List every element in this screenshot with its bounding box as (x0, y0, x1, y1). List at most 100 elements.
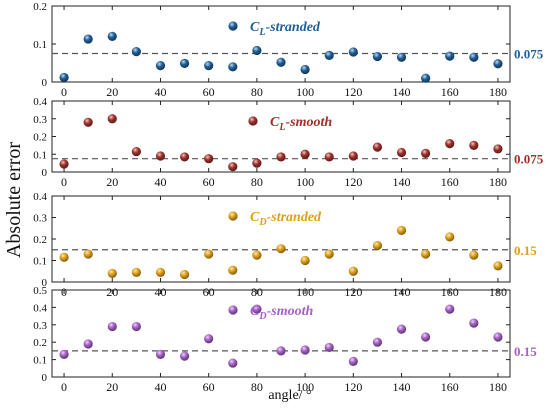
panels: 0 0.1 0.2 0 20 40 60 80 100 120 140 160 180 0.075 CL-s… (33, 1, 544, 394)
y-tick-label: 0.1 (33, 149, 47, 161)
data-point (396, 225, 407, 235)
data-point (421, 249, 431, 259)
data-point (445, 139, 455, 149)
x-tick-label: 40 (154, 380, 166, 394)
x-tick-label: 40 (154, 175, 166, 189)
data-point (83, 117, 93, 127)
y-tick-label: 0 (42, 167, 48, 179)
data-point (396, 324, 407, 334)
y-tick-label: 0.4 (33, 302, 47, 314)
x-tick-label: 20 (106, 85, 118, 99)
data-point (493, 332, 503, 342)
data-point (348, 151, 358, 161)
data-point (493, 144, 503, 154)
data-point (276, 57, 286, 67)
x-tick-label: 140 (393, 380, 411, 394)
y-tick-label: 0.4 (33, 191, 47, 203)
x-tick-label: 120 (344, 380, 362, 394)
x-axis-label: angle/ ° (268, 388, 311, 403)
data-point (131, 146, 141, 157)
reference-line-label: 0.075 (514, 152, 544, 167)
data-point (252, 45, 262, 56)
x-tick-label: 0 (61, 85, 67, 99)
x-tick-label: 80 (251, 380, 263, 394)
data-point (83, 34, 93, 44)
x-tick-label: 160 (441, 380, 459, 394)
data-point (228, 162, 238, 172)
panel-frame (51, 5, 511, 83)
x-tick-label: 20 (106, 380, 118, 394)
data-point (421, 73, 431, 83)
x-tick-label: 60 (203, 175, 215, 189)
data-point (204, 334, 214, 344)
x-tick-label: 40 (154, 85, 166, 99)
x-tick-label: 100 (296, 85, 314, 99)
y-tick-label: 0.3 (33, 213, 47, 225)
x-tick-label: 100 (296, 175, 314, 189)
data-point (107, 114, 117, 124)
data-point (372, 142, 383, 152)
data-point (228, 265, 238, 275)
y-tick-label: 0 (42, 277, 48, 289)
data-point (252, 250, 262, 260)
data-point (300, 255, 310, 266)
reference-line-label: 0.15 (514, 243, 537, 258)
x-tick-label: 160 (441, 175, 459, 189)
x-tick-label: 120 (344, 85, 362, 99)
data-point (421, 148, 431, 158)
x-tick-label: 180 (489, 175, 507, 189)
data-point (300, 345, 310, 355)
data-point (83, 339, 93, 349)
y-tick-label: 0.1 (33, 355, 47, 367)
x-tick-label: 180 (489, 85, 507, 99)
data-point (107, 268, 117, 278)
data-point (107, 31, 117, 41)
data-point (252, 158, 262, 168)
legend-label: CD-stranded (250, 210, 322, 228)
legend-marker (228, 211, 238, 221)
data-point (228, 62, 238, 72)
data-point (276, 244, 286, 254)
y-axis-label: Absolute error (3, 142, 25, 258)
data-point (107, 321, 117, 332)
data-point (372, 240, 383, 251)
data-point (179, 269, 190, 280)
y-tick-label: 0.2 (33, 1, 47, 13)
data-point (59, 349, 69, 359)
data-point (131, 321, 141, 332)
legend-marker (228, 21, 238, 31)
data-point (396, 147, 407, 158)
data-point (324, 342, 334, 353)
data-point (348, 356, 358, 366)
x-tick-label: 60 (203, 380, 215, 394)
data-point (493, 261, 503, 271)
data-point (131, 267, 141, 277)
data-point (204, 154, 214, 164)
y-tick-label: 0.1 (33, 256, 47, 268)
panel-2: 0 0.1 0.2 0.3 0.4 0 20 40 60 80 100 120 140 160 180 0.0… (33, 96, 544, 189)
x-tick-label: 80 (251, 85, 263, 99)
x-tick-label: 120 (344, 175, 362, 189)
data-point (396, 52, 407, 62)
data-point (348, 47, 358, 57)
y-tick-label: 0.2 (33, 132, 47, 144)
x-tick-label: 80 (251, 175, 263, 189)
data-point (83, 249, 93, 259)
data-point (276, 152, 286, 162)
data-point (300, 149, 310, 159)
x-tick-label: 180 (489, 380, 507, 394)
panel-3: 00.10.20.30.40204060801001201401601800.1… (33, 191, 537, 299)
legend-marker (228, 305, 238, 315)
panel-1: 0 0.1 0.2 0 20 40 60 80 100 120 140 160 180 0.075 CL-s… (33, 1, 544, 99)
data-point (179, 152, 190, 162)
data-point (324, 50, 334, 61)
data-point (445, 51, 455, 61)
x-tick-label: 140 (393, 175, 411, 189)
data-point (204, 61, 214, 71)
data-point (252, 304, 262, 314)
data-point (324, 152, 334, 162)
y-tick-label: 0 (42, 77, 48, 89)
reference-line-label: 0.15 (514, 344, 537, 359)
data-point (228, 358, 238, 368)
x-tick-label: 0 (61, 175, 67, 189)
